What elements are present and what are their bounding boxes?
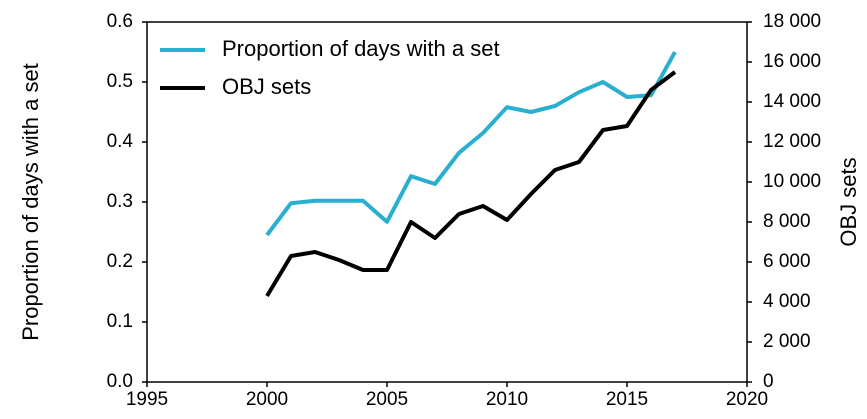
y2-tick-label: 0 <box>763 371 774 392</box>
y-axis-label: Proportion of days with a set <box>18 63 43 341</box>
y2-tick-label: 16 000 <box>763 51 821 72</box>
y2-tick-label: 2 000 <box>763 331 811 352</box>
y-tick-label: 0.2 <box>107 251 133 272</box>
y-tick-label: 0.0 <box>107 371 133 392</box>
x-tick-label: 2000 <box>246 389 288 410</box>
x-tick-label: 2005 <box>366 389 408 410</box>
y-tick-label: 0.3 <box>107 191 133 212</box>
y-tick-label: 0.4 <box>107 131 134 152</box>
legend-label: Proportion of days with a set <box>222 36 500 61</box>
x-tick-label: 2010 <box>486 389 528 410</box>
y2-tick-label: 18 000 <box>763 11 821 32</box>
y-tick-label: 0.5 <box>107 71 133 92</box>
y2-tick-label: 14 000 <box>763 91 821 112</box>
y2-tick-label: 12 000 <box>763 131 821 152</box>
y2-tick-label: 4 000 <box>763 291 811 312</box>
x-tick-label: 2015 <box>606 389 648 410</box>
y2-tick-label: 8 000 <box>763 211 811 232</box>
y-tick-label: 0.6 <box>107 11 133 32</box>
y2-tick-label: 10 000 <box>763 171 821 192</box>
x-tick-label: 1995 <box>126 389 168 410</box>
y2-tick-label: 6 000 <box>763 251 811 272</box>
y2-axis-label: OBJ sets <box>836 157 861 246</box>
series-line <box>265 51 677 237</box>
legend-label: OBJ sets <box>222 74 311 99</box>
series-line <box>265 70 677 298</box>
y-tick-label: 0.1 <box>107 311 133 332</box>
x-tick-label: 2020 <box>726 389 768 410</box>
